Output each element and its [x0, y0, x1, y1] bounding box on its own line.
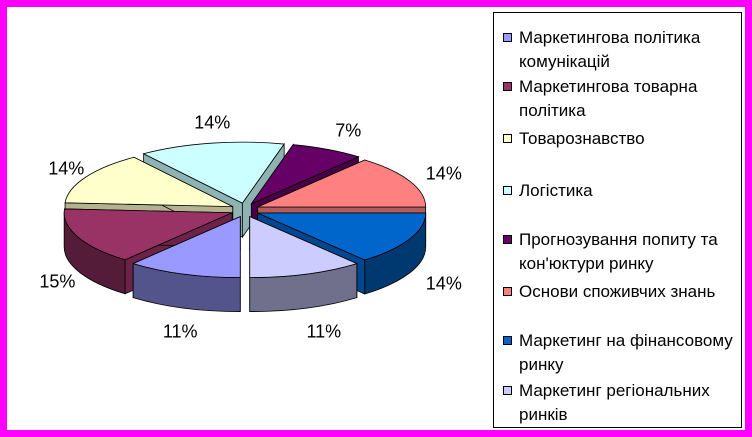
legend-swatch — [503, 336, 512, 345]
legend-item: Маркетинг на фінансовому ринку — [503, 329, 739, 377]
legend-label: Маркетингова політика комунікацій — [519, 28, 701, 71]
legend-item: Маркетинг регіональних ринків — [503, 379, 739, 427]
pie-slice — [63, 208, 233, 261]
chart-area: 11% 15% 14% 14% 7% 14% 14% 11% Маркетингова пол… — [7, 7, 745, 430]
legend-item: Маркетингова політика комунікацій — [503, 26, 739, 74]
legend-swatch — [503, 235, 512, 244]
data-label: 14% — [194, 112, 231, 133]
pie-slice — [132, 215, 241, 278]
legend-item: Товарознавство — [503, 127, 739, 151]
legend-swatch — [503, 134, 512, 143]
pie-slice — [142, 141, 285, 204]
pie-slice — [249, 215, 358, 278]
data-label: 14% — [425, 163, 462, 184]
legend-item: Прогнозування попиту та кон'юктури ринку — [503, 228, 739, 276]
legend-label: Прогнозування попиту та кон'юктури ринку — [519, 230, 718, 273]
legend-swatch — [503, 33, 512, 42]
legend-swatch — [503, 287, 512, 296]
legend-label: Товарознавство — [519, 129, 645, 148]
legend-swatch — [503, 186, 512, 195]
data-label: 14% — [48, 158, 85, 179]
legend-label: Маркетинг регіональних ринків — [519, 381, 710, 424]
pie-top-faces — [63, 141, 427, 278]
legend-label: Маркетингова товарна політика — [519, 77, 698, 120]
pie-slice — [257, 159, 427, 208]
data-label: 11% — [162, 321, 198, 342]
data-label: 7% — [335, 120, 362, 141]
legend-item: Маркетингова товарна політика — [503, 75, 739, 123]
pie-chart — [63, 141, 427, 312]
legend-item: Логістика — [503, 179, 739, 203]
data-label: 11% — [306, 321, 342, 342]
legend-item: Основи споживчих знань — [503, 280, 739, 304]
data-label: 15% — [39, 271, 76, 292]
data-label: 14% — [425, 273, 462, 294]
legend: Маркетингова політика комунікацій Маркет… — [493, 12, 742, 428]
legend-label: Маркетинг на фінансовому ринку — [519, 331, 733, 374]
pie-slice — [64, 156, 233, 208]
legend-swatch — [503, 82, 512, 91]
pie-slice — [257, 212, 427, 261]
legend-label: Логістика — [519, 181, 593, 200]
legend-label: Основи споживчих знань — [519, 282, 716, 301]
legend-swatch — [503, 386, 512, 395]
pie-slice — [250, 144, 360, 205]
